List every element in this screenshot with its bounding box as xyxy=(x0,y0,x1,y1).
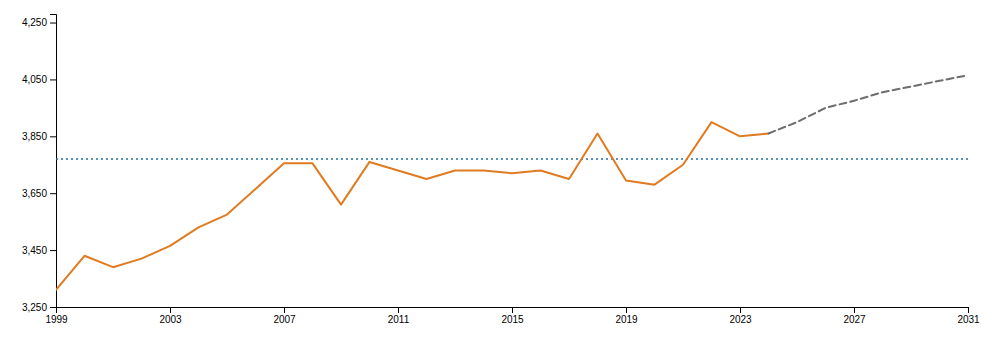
x-tick: 1999 xyxy=(45,307,68,325)
y-tick: 3,650 xyxy=(22,188,56,199)
x-tick-mark xyxy=(170,307,171,313)
x-tick-label: 2027 xyxy=(843,314,866,325)
y-tick: 4,250 xyxy=(22,17,56,28)
x-tick-mark xyxy=(968,307,969,313)
x-tick: 2027 xyxy=(843,307,866,325)
y-tick-mark xyxy=(50,136,56,137)
marks xyxy=(56,75,968,290)
y-tick-label: 3,850 xyxy=(22,131,47,142)
x-tick-label: 2023 xyxy=(729,314,752,325)
x-tick: 2019 xyxy=(615,307,638,325)
x-tick: 2023 xyxy=(729,307,752,325)
y-tick: 3,250 xyxy=(22,302,56,313)
x-tick-mark xyxy=(284,307,285,313)
x-tick-mark xyxy=(398,307,399,313)
x-tick-label: 1999 xyxy=(45,314,68,325)
y-tick-mark xyxy=(50,79,56,80)
x-tick: 2007 xyxy=(273,307,296,325)
x-tick-mark xyxy=(626,307,627,313)
chart: 1999 2003 2007 2011 2015 2019 2023 2027 2031 3,25… xyxy=(0,0,992,337)
x-tick-mark xyxy=(512,307,513,313)
x-tick-mark xyxy=(854,307,855,313)
y-tick-mark xyxy=(50,250,56,251)
x-axis: 1999 2003 2007 2011 2015 2019 2023 2027 2031 xyxy=(45,307,980,325)
x-tick: 2015 xyxy=(501,307,524,325)
x-tick-label: 2007 xyxy=(273,314,296,325)
y-tick: 3,850 xyxy=(22,131,56,142)
y-axis: 3,250 3,450 3,650 3,850 4,050 4,250 xyxy=(22,15,57,313)
y-tick-label: 4,050 xyxy=(22,74,47,85)
x-tick-mark xyxy=(740,307,741,313)
y-axis-line xyxy=(50,15,57,308)
y-tick-mark xyxy=(50,23,56,24)
y-tick-label: 3,650 xyxy=(22,188,47,199)
x-tick-label: 2019 xyxy=(615,314,638,325)
plot-area: 1999 2003 2007 2011 2015 2019 2023 2027 2031 3,25… xyxy=(22,15,980,326)
reference-line xyxy=(56,158,968,160)
y-tick: 4,050 xyxy=(22,74,56,85)
x-tick: 2031 xyxy=(957,307,980,325)
y-tick: 3,450 xyxy=(22,245,56,256)
y-tick-label: 3,450 xyxy=(22,245,47,256)
x-tick-label: 2031 xyxy=(957,314,980,325)
y-tick-label: 4,250 xyxy=(22,17,47,28)
x-tick: 2003 xyxy=(159,307,182,325)
series-line xyxy=(56,122,769,290)
series-line xyxy=(769,75,969,133)
x-tick-label: 2011 xyxy=(388,314,410,325)
y-tick-mark xyxy=(50,193,56,194)
x-tick-label: 2003 xyxy=(159,314,182,325)
y-tick-label: 3,250 xyxy=(22,302,47,313)
x-tick: 2011 xyxy=(388,307,410,325)
y-tick-mark xyxy=(50,307,56,308)
x-axis-line xyxy=(57,308,969,314)
x-tick-label: 2015 xyxy=(501,314,524,325)
